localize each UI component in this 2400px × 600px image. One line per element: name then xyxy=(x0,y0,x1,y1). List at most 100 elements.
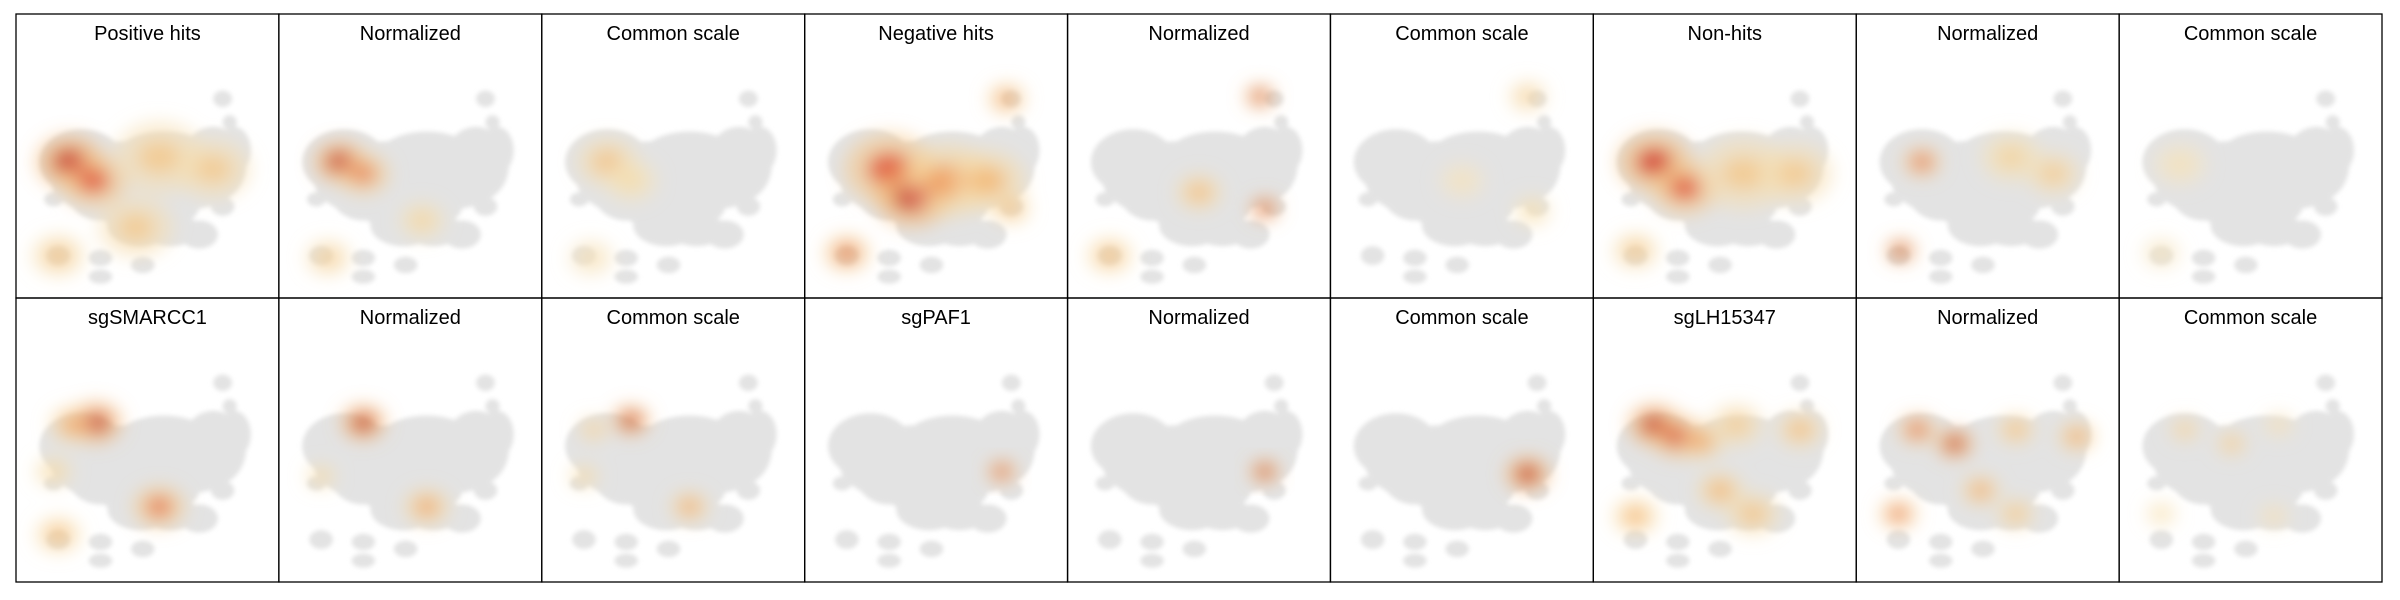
cell-cluster xyxy=(2325,115,2340,130)
cell-cluster xyxy=(1928,249,1953,267)
cell-cluster xyxy=(919,256,944,274)
cell-cluster xyxy=(736,197,761,216)
density-hotspot xyxy=(351,164,376,183)
cell-cluster xyxy=(1788,481,1812,500)
density-hotspot xyxy=(1945,437,1964,451)
panel-row-1: Positive hits Normalized Common scale Negat… xyxy=(15,13,2383,299)
cell-cluster xyxy=(1971,540,1995,558)
cell-cluster xyxy=(2020,220,2059,249)
cell-cluster xyxy=(2053,374,2073,391)
cell-cluster xyxy=(1410,471,1458,510)
panel: sgSMARCC1 xyxy=(15,297,280,583)
cell-cluster xyxy=(44,192,63,207)
panel-title: sgSMARCC1 xyxy=(88,307,207,329)
cell-cluster xyxy=(2316,90,2336,107)
cell-cluster xyxy=(1928,553,1953,568)
cell-cluster xyxy=(476,374,495,391)
umap-cells xyxy=(1616,374,1829,568)
panel: Normalized xyxy=(278,13,543,299)
cell-cluster xyxy=(738,90,758,107)
density-hotspot xyxy=(1690,433,1712,450)
panel: Common scale xyxy=(541,297,806,583)
cell-cluster xyxy=(2053,90,2073,107)
density-hotspot xyxy=(1099,247,1121,264)
panel-title: Non-hits xyxy=(1688,23,1762,45)
cell-cluster xyxy=(1006,410,1040,458)
panel-title: Common scale xyxy=(1395,307,1528,329)
cell-cluster xyxy=(1537,115,1552,130)
cell-cluster xyxy=(2198,187,2246,226)
density-hotspot xyxy=(1188,184,1210,201)
panel-title: sgPAF1 xyxy=(901,307,971,329)
density-hotspot xyxy=(352,414,374,431)
cell-cluster xyxy=(2321,126,2354,174)
density-hotspot xyxy=(1257,466,1272,477)
cell-cluster xyxy=(1666,269,1690,284)
umap-cells xyxy=(302,90,514,284)
density-hotspot xyxy=(1724,415,1749,435)
density-hotspot xyxy=(1257,203,1272,215)
cell-cluster xyxy=(1532,126,1566,174)
panel: Common scale xyxy=(2118,297,2383,583)
cell-cluster xyxy=(2147,192,2166,207)
cell-cluster xyxy=(1262,481,1286,500)
panel-title: Negative hits xyxy=(878,23,994,45)
cell-cluster xyxy=(485,115,500,130)
density-hotspot xyxy=(2224,438,2239,449)
cell-cluster xyxy=(1886,530,1911,549)
panel-grid: Positive hits Normalized Common scale Negat… xyxy=(15,13,2383,583)
cell-cluster xyxy=(351,269,376,284)
density-hotspot xyxy=(2266,510,2282,522)
density-hotspot xyxy=(586,424,601,435)
density-layer xyxy=(568,405,709,522)
cell-cluster xyxy=(1001,374,1021,391)
density-layer xyxy=(34,401,186,553)
cell-cluster xyxy=(682,190,725,223)
cell-cluster xyxy=(748,115,763,130)
density-hotspot xyxy=(2167,155,2193,174)
density-hotspot xyxy=(1777,160,1813,187)
cell-cluster xyxy=(88,249,113,267)
cell-cluster xyxy=(1799,115,1815,130)
cell-cluster xyxy=(614,533,638,551)
cell-cluster xyxy=(2316,374,2336,391)
cell-cluster xyxy=(1264,374,1284,391)
cell-cluster xyxy=(309,530,333,549)
cell-cluster xyxy=(213,374,233,391)
cell-cluster xyxy=(1532,410,1566,458)
cell-cluster xyxy=(476,90,495,107)
density-hotspot xyxy=(411,212,433,229)
density-hotspot xyxy=(1517,466,1539,482)
cell-cluster xyxy=(1208,474,1251,507)
density-hotspot xyxy=(2068,430,2086,444)
cell-cluster xyxy=(2149,530,2174,549)
cell-cluster xyxy=(443,220,481,249)
cell-cluster xyxy=(2051,481,2075,500)
cell-cluster xyxy=(614,249,638,267)
cell-cluster xyxy=(614,553,638,568)
cell-cluster xyxy=(1274,115,1289,130)
cell-cluster xyxy=(217,410,251,458)
density-hotspot xyxy=(2177,424,2192,435)
cell-cluster xyxy=(2191,269,2216,284)
cell-cluster xyxy=(1403,249,1427,267)
density-hotspot xyxy=(1913,155,1931,169)
density-hotspot xyxy=(314,471,329,482)
cell-cluster xyxy=(1011,399,1026,414)
panel: Normalized xyxy=(1855,297,2120,583)
cell-cluster xyxy=(213,90,233,107)
cell-cluster xyxy=(2062,399,2077,414)
panel: Normalized xyxy=(1066,297,1332,583)
panel-title: Normalized xyxy=(1148,23,1249,45)
density-hotspot xyxy=(1789,421,1811,438)
cell-cluster xyxy=(999,481,1024,500)
density-hotspot xyxy=(2041,164,2066,183)
cell-cluster xyxy=(877,269,901,284)
cell-cluster xyxy=(2234,540,2258,558)
density-layer xyxy=(1249,459,1280,484)
cell-cluster xyxy=(2191,553,2216,568)
cell-cluster xyxy=(1410,187,1458,226)
cell-cluster xyxy=(480,410,514,458)
cell-cluster xyxy=(1799,399,1815,414)
cell-cluster xyxy=(1666,553,1690,568)
